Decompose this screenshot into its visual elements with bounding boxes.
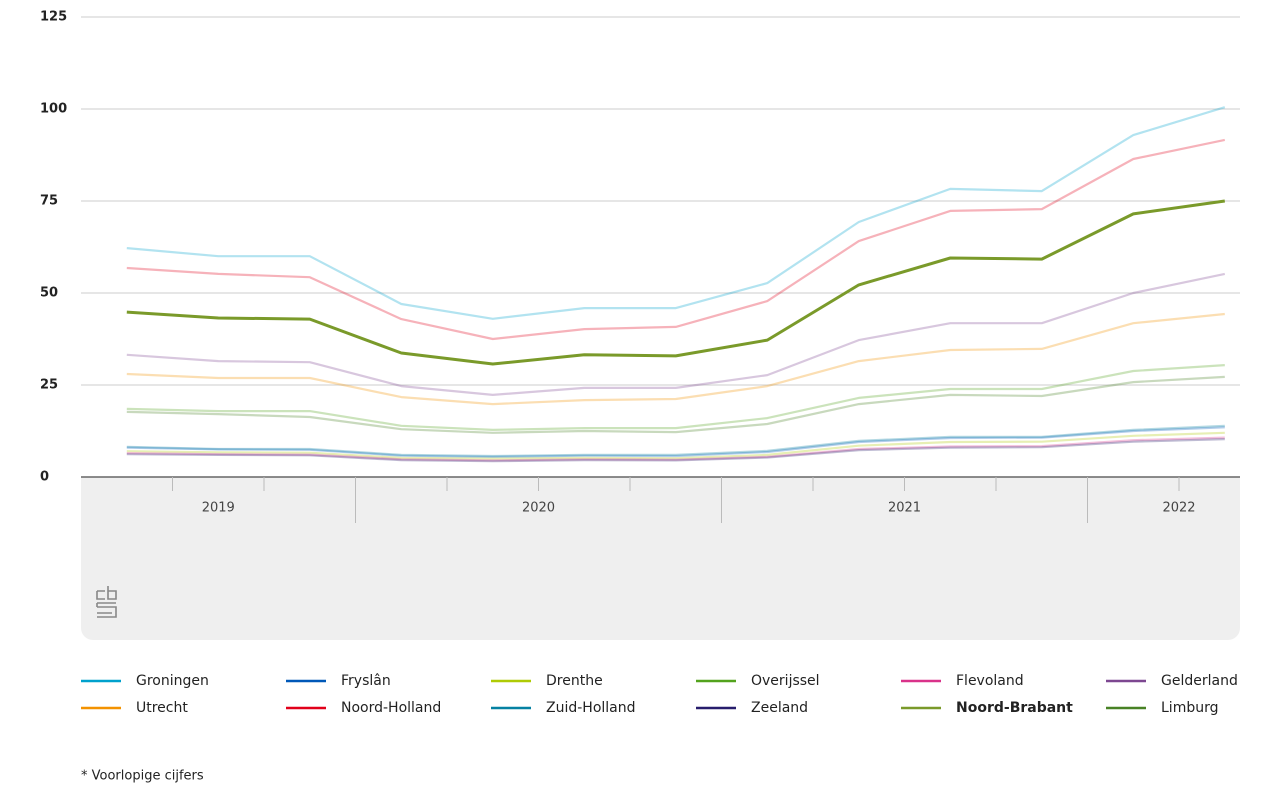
legend-label: Flevoland: [956, 673, 1024, 689]
legend-label: Noord-Holland: [341, 700, 441, 716]
legend-label: Gelderland: [1161, 673, 1238, 689]
y-tick-label: 75: [40, 194, 58, 209]
cbs-logo: [96, 586, 117, 618]
series-line: [126, 431, 1225, 460]
x-group-label: 2020: [522, 501, 555, 516]
x-group-label: 2022: [1162, 501, 1195, 516]
series-line: [126, 106, 1226, 320]
legend-label: Groningen: [136, 673, 209, 689]
legend-label: Noord-Brabant: [956, 700, 1073, 716]
series-line: [126, 375, 1225, 434]
footnote: * Voorlopige cijfers: [81, 769, 204, 784]
series-line: [126, 426, 1225, 458]
series-line: [126, 436, 1225, 462]
y-tick-label: 125: [40, 10, 67, 25]
series-line: [126, 312, 1225, 406]
legend-label: Limburg: [1161, 700, 1218, 716]
x-group-label: 2019: [202, 501, 235, 516]
series-line: [126, 199, 1226, 366]
y-tick-label: 0: [40, 470, 49, 485]
y-tick-label: 25: [40, 378, 58, 393]
legend-label: Fryslân: [341, 673, 391, 689]
legend-label: Drenthe: [546, 673, 603, 689]
series-line: [126, 138, 1226, 341]
legend-label: Zeeland: [751, 700, 808, 716]
legend-label: Utrecht: [136, 700, 188, 716]
series-line: [126, 438, 1225, 463]
x-group-label: 2021: [888, 501, 921, 516]
y-tick-label: 100: [40, 102, 67, 117]
legend-label: Zuid-Holland: [546, 700, 636, 716]
legend-label: Overijssel: [751, 673, 820, 689]
y-tick-label: 50: [40, 286, 58, 301]
series-line: [126, 364, 1225, 431]
series-line: [126, 424, 1225, 458]
x-axis-panel: [81, 477, 1240, 640]
series-line: [126, 272, 1226, 396]
